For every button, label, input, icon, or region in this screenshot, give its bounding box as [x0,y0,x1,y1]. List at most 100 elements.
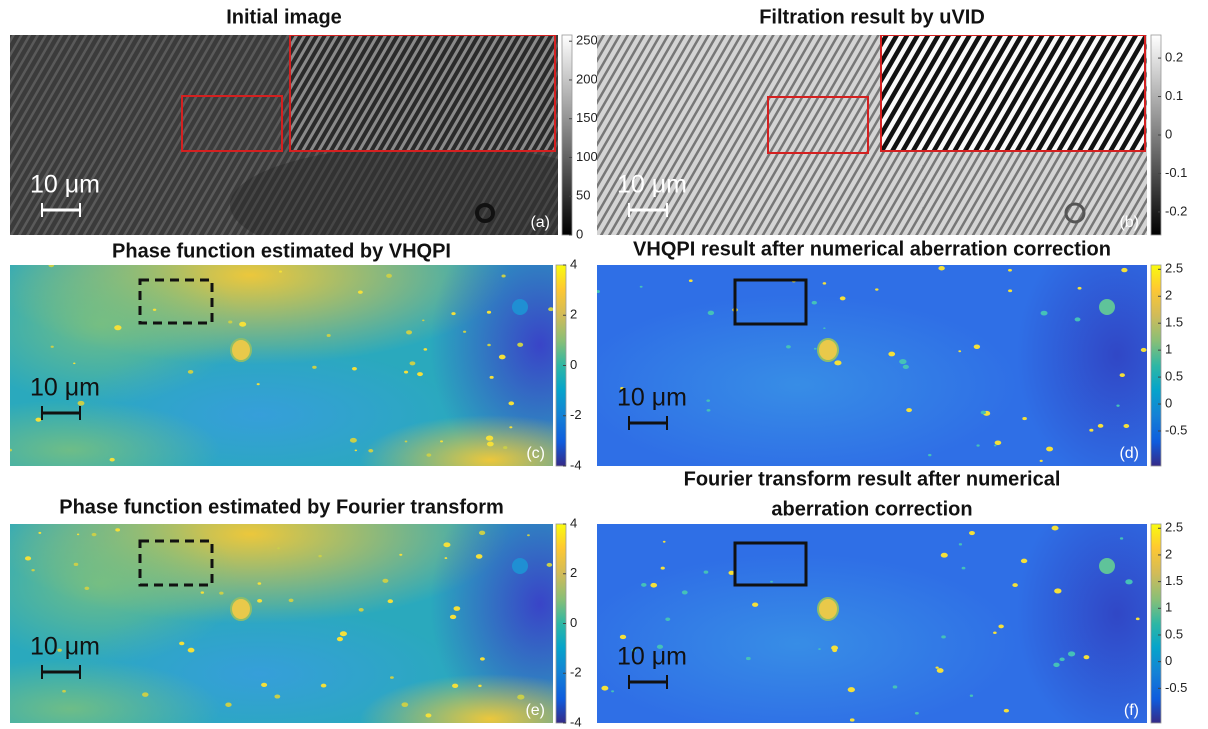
cell [399,554,402,556]
cell [352,367,357,370]
cell [450,615,456,619]
cell [490,376,494,379]
cell [1075,317,1081,321]
cell [312,366,317,369]
cell [831,646,838,651]
cell [1089,429,1093,432]
cell [443,542,450,547]
cell [1098,424,1104,428]
colorbar-tick-label: 0 [1165,653,1172,668]
cell [503,446,507,449]
scale-bar-label: 10 μm [617,384,687,412]
cell [682,590,688,594]
cell [547,563,553,567]
cell [257,599,262,603]
cell [388,599,393,603]
cell [706,399,710,402]
cell [1120,373,1125,377]
colorbar-tick-label: 250 [576,33,598,48]
cell [888,352,895,357]
cell [818,339,838,361]
figure: 10 μm(a)Initial image25020015010050010 μ… [0,0,1208,729]
scale-bar-label: 10 μm [30,171,100,199]
cell [928,454,931,456]
cell [327,334,331,337]
panel-title: VHQPI result after numerical aberration … [633,238,1111,260]
cell [689,279,693,282]
cell [355,449,358,451]
cell [834,360,841,365]
cell [231,598,251,620]
image [597,35,1147,235]
cell [1022,417,1027,420]
colorbar-tick-label: 0.5 [1165,369,1183,384]
cell [1099,558,1115,574]
cell [318,555,321,557]
colorbar-tick-label: 0.2 [1165,50,1183,65]
cell [486,436,493,441]
colorbar-tick-label: 2.5 [1165,261,1183,276]
scale-bar-label: 10 μm [617,171,687,199]
cell [274,694,280,698]
cell [404,371,408,374]
cell [818,648,821,650]
panel-letter: (f) [1124,702,1139,719]
cell [258,582,262,585]
panel-title: Phase function estimated by Fourier tran… [59,496,504,518]
cell [665,617,670,620]
cell [958,350,961,352]
cell [337,637,343,641]
cell [487,344,491,347]
cell [114,325,121,330]
colorbar-tick-label: -4 [570,714,582,729]
cell [188,370,193,374]
image [577,484,1208,729]
cell [620,635,626,639]
colorbar-tick-label: 2 [570,307,577,322]
cell [424,348,428,351]
colorbar-tick-label: -0.1 [1165,165,1187,180]
colorbar-tick-label: 1 [1165,600,1172,615]
cell [962,567,966,570]
colorbar-tick-label: 1.5 [1165,315,1183,330]
cell [937,668,944,673]
colorbar-tick-label: 0 [570,357,577,372]
cell [277,547,280,549]
cell [596,290,600,293]
cell [893,685,898,688]
colorbar-tick-label: 50 [576,188,590,203]
panel-letter: (e) [525,702,545,719]
colorbar-tick-label: 4 [570,515,577,530]
scale-bar-label: 10 μm [617,643,687,671]
cell [228,321,232,324]
cell [1046,447,1053,452]
panel-letter: (c) [526,445,545,462]
cell [1008,269,1012,272]
cell [994,445,997,447]
cell [501,275,505,278]
cell [1021,559,1027,564]
cell [548,307,554,311]
cell [406,330,412,334]
colorbar-tick-label: 0 [1165,395,1172,410]
cell [935,666,938,668]
cell [517,343,523,347]
cell [451,312,455,315]
cell [49,263,54,267]
colorbar-tick-label: 2 [1165,546,1172,561]
zoom-inset [290,35,555,151]
colorbar-tick-label: 0.5 [1165,626,1183,641]
cell [1116,405,1119,407]
colorbar-tick-label: 200 [576,71,598,86]
cell [746,657,751,660]
colorbar-tick-label: -0.2 [1165,203,1187,218]
cell [225,702,231,706]
cell [279,271,282,273]
cell [840,296,846,300]
cell [941,635,946,638]
cell [663,541,666,543]
cell [1004,709,1009,713]
cell [823,327,825,329]
cell [786,345,791,348]
cell [261,683,267,687]
